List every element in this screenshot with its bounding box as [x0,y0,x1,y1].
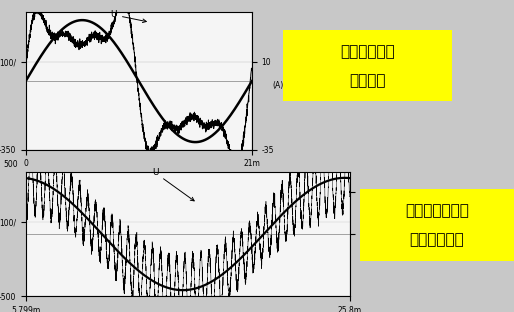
Text: U: U [111,10,146,22]
Text: 向电网发射的: 向电网发射的 [340,44,395,59]
Text: I: I [105,35,107,44]
Text: 2m/: 2m/ [237,174,252,183]
Y-axis label: (A): (A) [272,81,284,90]
X-axis label: Time: Time [130,174,148,183]
Text: 射频噪声电压: 射频噪声电压 [410,232,464,247]
Text: 500: 500 [3,160,17,169]
Text: 在电网上形成的: 在电网上形成的 [405,203,469,218]
Y-axis label: (A): (A) [373,234,383,243]
Text: 谐波电流: 谐波电流 [349,73,386,88]
Text: U: U [152,168,194,201]
